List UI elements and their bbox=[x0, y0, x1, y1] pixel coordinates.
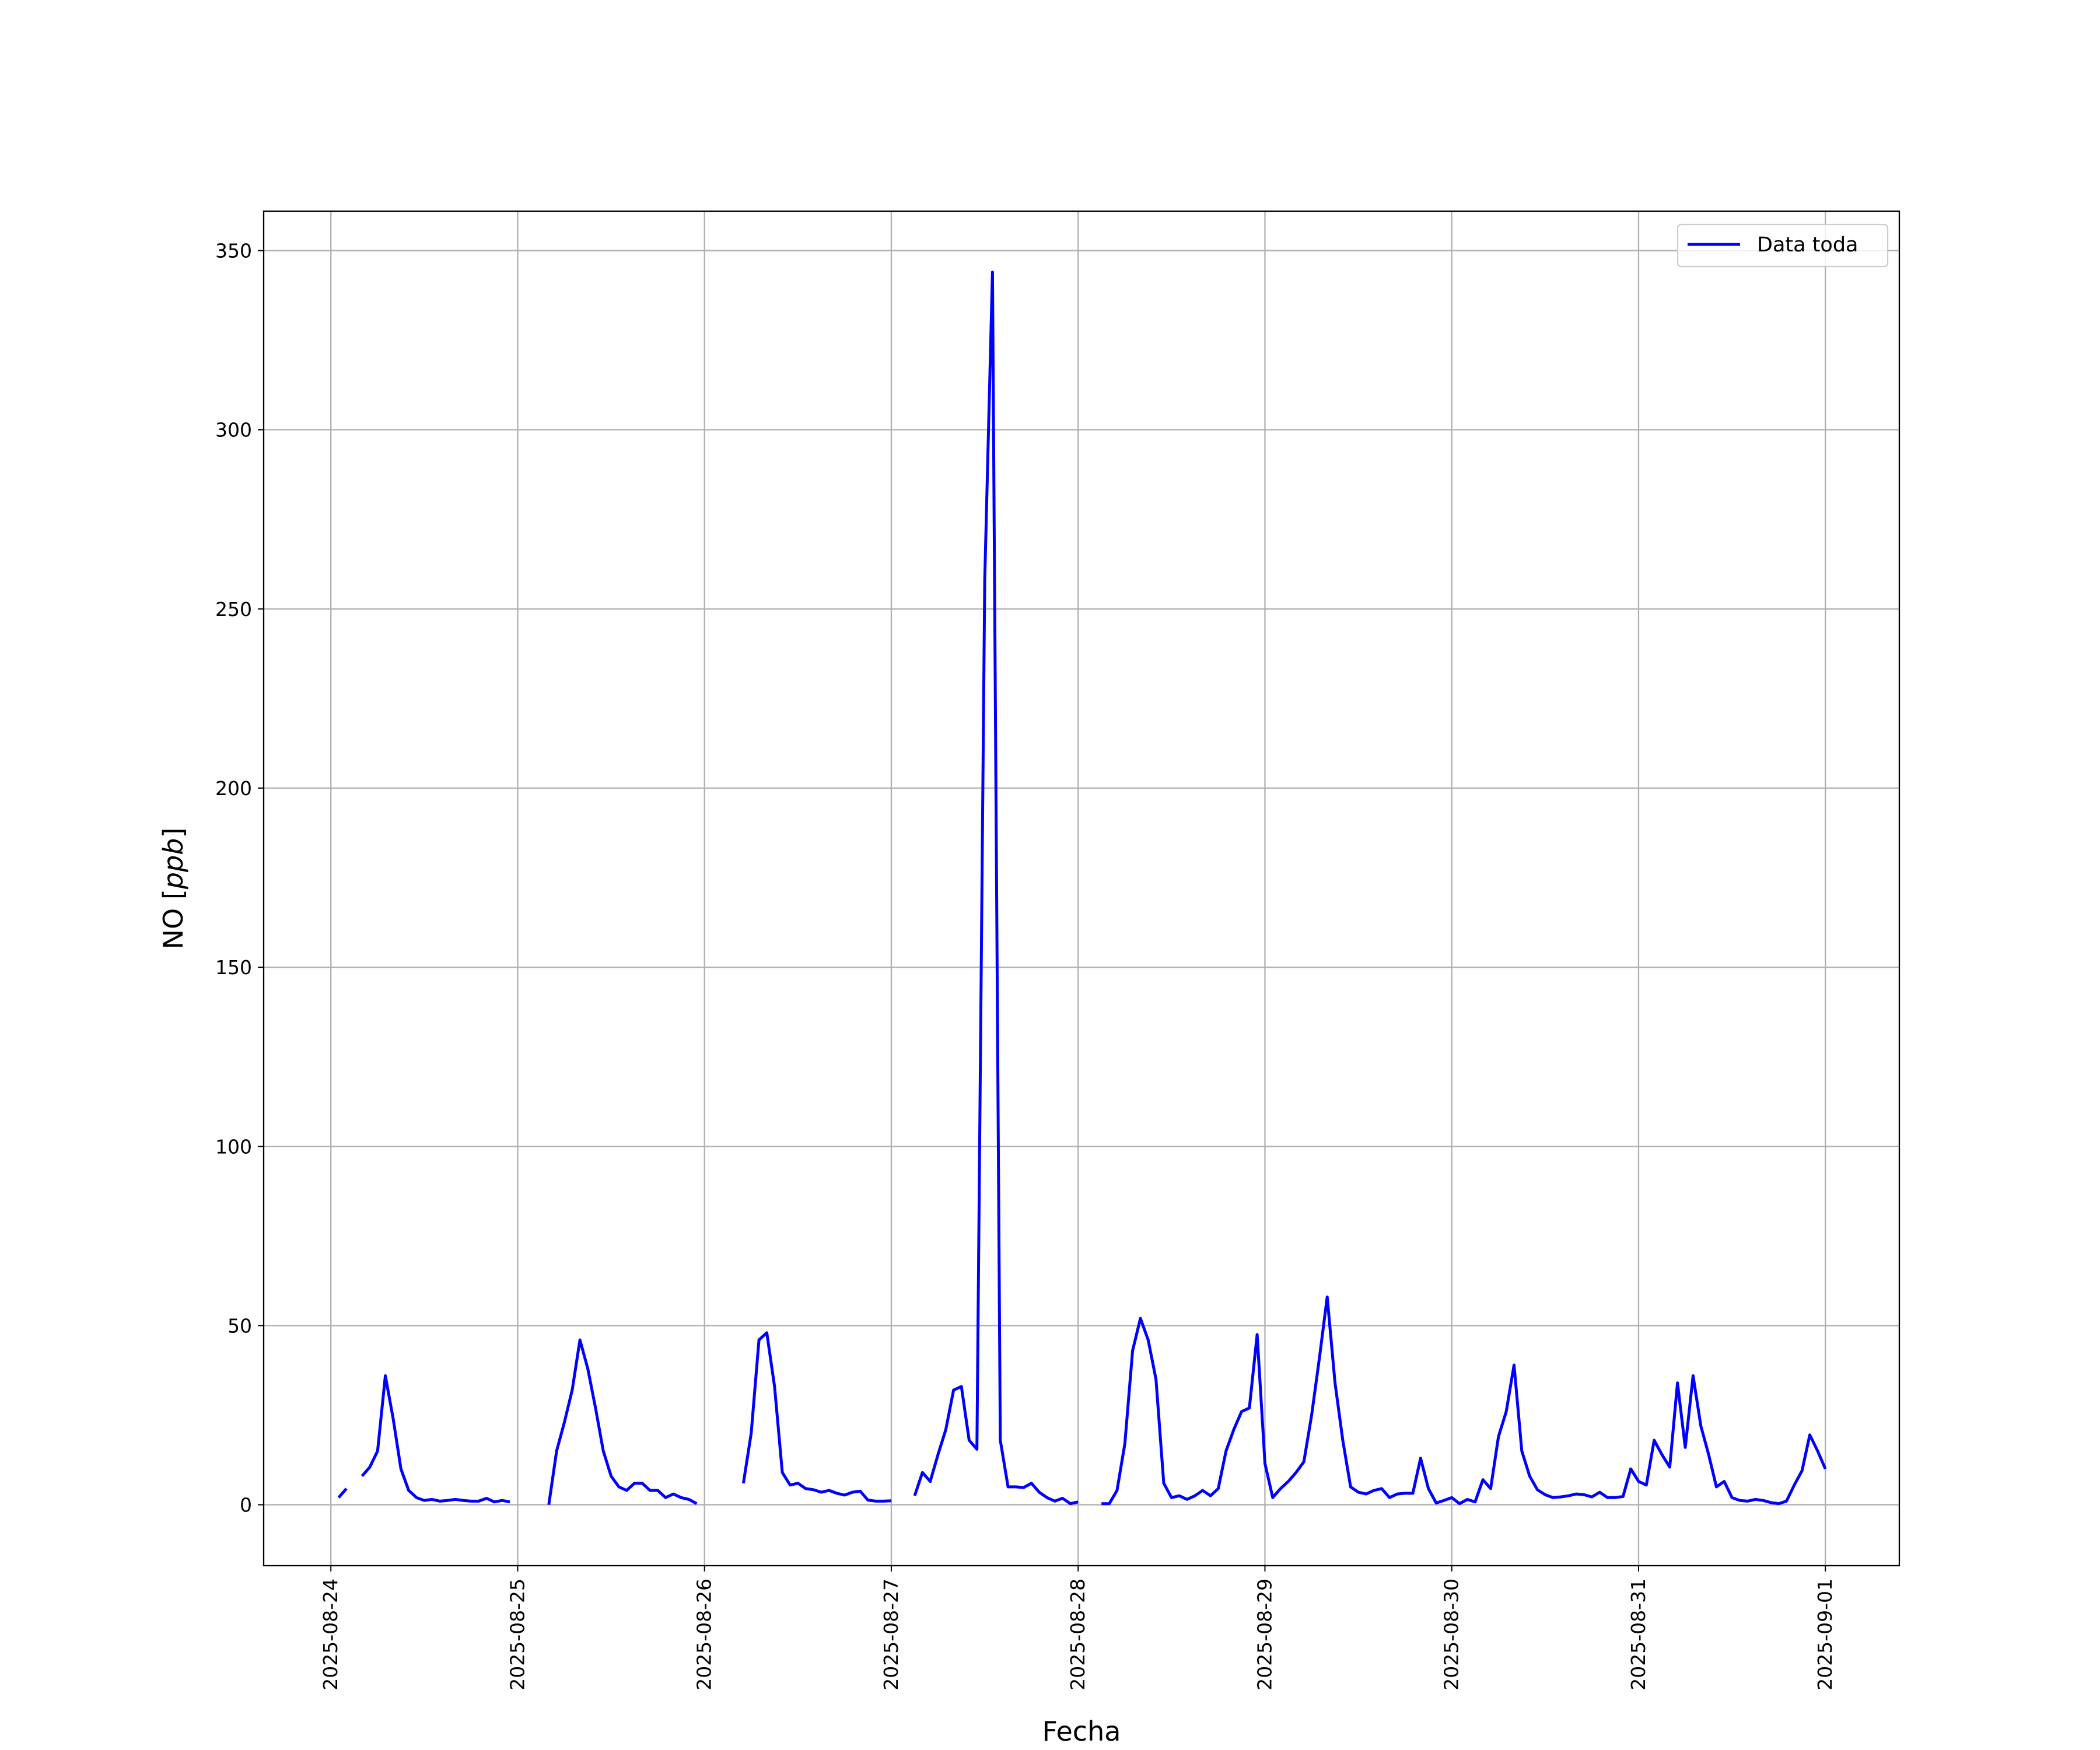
y-axis-ticks: 0 50 100 150 200 250 300 350 bbox=[215, 240, 264, 1517]
plot-series bbox=[337, 270, 1827, 1506]
x-axis-ticks: 2025-08-24 2025-08-25 2025-08-26 2025-08-27… bbox=[319, 1566, 1836, 1690]
x-tick-label: 2025-08-28 bbox=[1066, 1578, 1089, 1690]
legend-label: Data toda bbox=[1757, 233, 1859, 257]
y-label-text: NO [ bbox=[158, 889, 189, 949]
grid-lines bbox=[264, 211, 1899, 1566]
legend-box bbox=[1676, 223, 1889, 268]
series-line-segment bbox=[360, 1374, 510, 1504]
x-tick-label: 2025-08-27 bbox=[880, 1578, 902, 1690]
x-axis-label: Fecha bbox=[1042, 1716, 1121, 1747]
x-tick-label: 2025-08-24 bbox=[319, 1578, 342, 1690]
series-line-segment bbox=[547, 1338, 698, 1505]
x-tick-label: 2025-08-25 bbox=[506, 1578, 528, 1690]
y-label-unit: ppb bbox=[158, 838, 189, 890]
series-line-segment bbox=[741, 1331, 892, 1503]
x-tick-label: 2025-09-01 bbox=[1814, 1578, 1836, 1690]
series-line-segment bbox=[913, 270, 1079, 1506]
y-tick-label: 0 bbox=[240, 1494, 252, 1517]
series-line-segment bbox=[337, 1488, 348, 1499]
y-tick-label: 50 bbox=[228, 1314, 252, 1337]
y-tick-label: 350 bbox=[215, 240, 252, 262]
x-tick-label: 2025-08-31 bbox=[1627, 1578, 1650, 1690]
y-tick-label: 150 bbox=[215, 956, 252, 979]
x-tick-label: 2025-08-29 bbox=[1253, 1578, 1276, 1690]
y-label-text: ] bbox=[158, 828, 189, 838]
y-tick-label: 200 bbox=[215, 777, 252, 800]
y-tick-label: 250 bbox=[215, 598, 252, 621]
series-line-segment bbox=[1101, 1295, 1827, 1506]
legend: Data toda bbox=[1676, 223, 1889, 268]
x-tick-label: 2025-08-26 bbox=[693, 1578, 716, 1690]
plot-frame bbox=[262, 210, 1901, 1567]
y-axis-label: NO [ppb] bbox=[158, 828, 189, 950]
y-tick-label: 100 bbox=[215, 1135, 252, 1158]
y-tick-label: 300 bbox=[215, 419, 252, 442]
x-tick-label: 2025-08-30 bbox=[1440, 1578, 1463, 1690]
